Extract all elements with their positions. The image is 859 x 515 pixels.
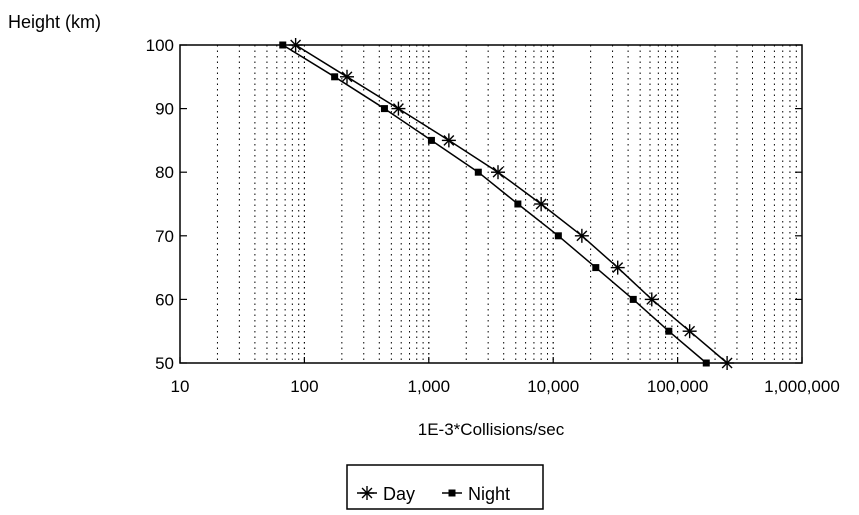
data-point-night	[279, 41, 287, 49]
x-tick-label: 10,000	[527, 377, 579, 396]
x-tick-label: 10	[171, 377, 190, 396]
x-tick-label: 1,000,000	[764, 377, 840, 396]
data-point-day	[441, 133, 456, 148]
data-point-day	[391, 101, 406, 116]
y-tick-label: 100	[146, 36, 174, 55]
y-tick-label: 70	[155, 227, 174, 246]
plot-area	[179, 44, 803, 364]
data-point-day	[574, 228, 589, 243]
x-axis-label: 1E-3*Collisions/sec	[418, 420, 565, 439]
x-tick-label: 100,000	[647, 377, 708, 396]
y-tick-label: 80	[155, 163, 174, 182]
data-point-night	[427, 136, 435, 144]
data-point-night	[592, 264, 600, 272]
series-layer	[279, 38, 735, 370]
legend-box	[346, 464, 544, 510]
y-axis-label: Height (km)	[8, 12, 101, 32]
y-ticks: 50 60 70 80 90 100	[146, 36, 802, 373]
data-point-day	[682, 324, 697, 339]
data-point-day	[339, 69, 354, 84]
series-line-night	[282, 44, 707, 364]
data-point-night	[380, 105, 388, 113]
data-point-day	[534, 197, 549, 211]
data-point-day	[610, 260, 625, 275]
legend: Day Night	[346, 464, 544, 510]
x-ticks: 10 100 1,000 10,000 100,000 1,000,000	[171, 357, 840, 396]
x-tick-label: 1,000	[408, 377, 451, 396]
data-point-day	[644, 292, 659, 307]
legend-night-marker	[448, 489, 456, 497]
x-tick-label: 100	[290, 377, 318, 396]
legend-marker-day	[360, 486, 374, 500]
data-point-day	[720, 356, 735, 370]
legend-marker-night	[448, 489, 456, 497]
legend-day-marker	[360, 486, 374, 500]
grid	[216, 45, 797, 363]
legend-night-label: Night	[468, 484, 510, 504]
data-point-day	[491, 165, 506, 180]
data-point-night	[665, 327, 673, 335]
data-point-night	[554, 232, 562, 240]
data-point-day	[288, 38, 303, 52]
y-tick-label: 90	[155, 100, 174, 119]
data-point-night	[474, 168, 482, 176]
y-tick-label: 60	[155, 290, 174, 309]
data-point-night	[514, 200, 522, 208]
data-point-night	[702, 359, 710, 367]
data-point-night	[629, 295, 637, 303]
legend-day-label: Day	[383, 484, 415, 504]
data-point-night	[331, 73, 339, 81]
y-tick-label: 50	[155, 354, 174, 373]
